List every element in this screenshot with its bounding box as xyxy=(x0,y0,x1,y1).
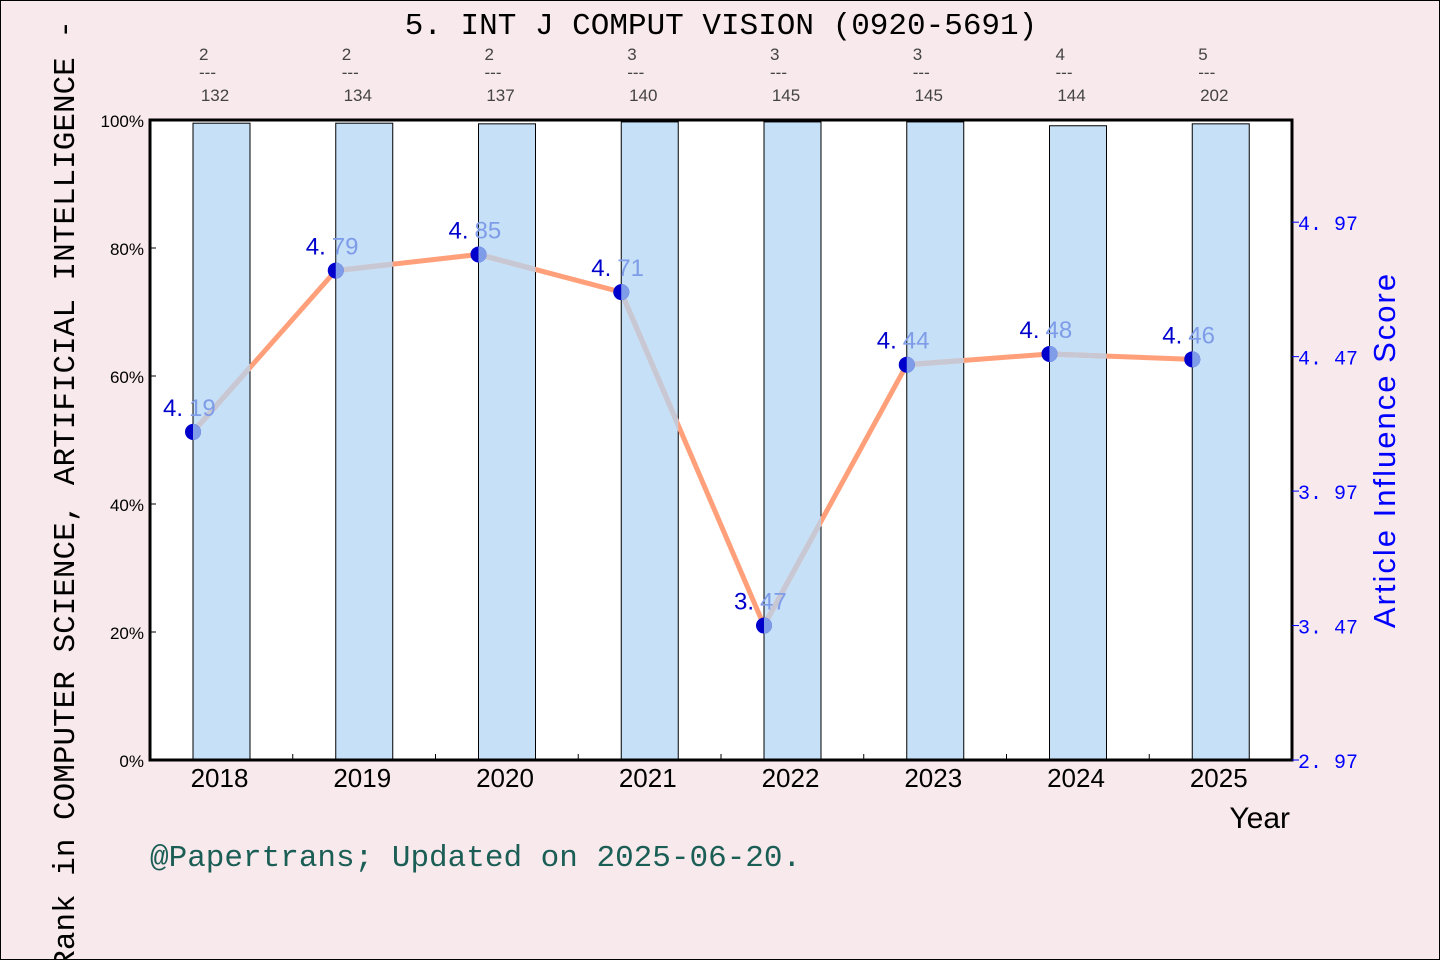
rank-separator: --- xyxy=(342,63,359,82)
bar-2018 xyxy=(192,122,251,761)
point-mark xyxy=(335,262,344,279)
point-mark xyxy=(1192,351,1201,368)
point-2025 xyxy=(1184,351,1201,368)
footer-credit: @Papertrans; Updated on 2025-06-20. xyxy=(150,841,801,876)
point-label: 4. 48 xyxy=(1020,317,1073,344)
point-mark: 4. xyxy=(163,395,183,422)
rank-total: 144 xyxy=(1057,86,1085,105)
right-axis-label: Article Influence Score xyxy=(1367,272,1402,628)
left-tick-label: 80% xyxy=(110,240,144,259)
point-2022 xyxy=(756,617,772,634)
bar-2019 xyxy=(335,122,394,761)
rank-separator: --- xyxy=(627,63,644,82)
rank-label: 3 xyxy=(770,45,779,64)
rank-total: 137 xyxy=(486,86,514,105)
rank-total: 140 xyxy=(629,86,657,105)
rank-label: 2 xyxy=(485,45,494,64)
left-tick-label: 20% xyxy=(110,624,144,643)
point-2021 xyxy=(613,284,630,301)
point-mark: 4. xyxy=(591,255,611,282)
point-label: 4. 46 xyxy=(1162,322,1215,349)
x-tick-label: 2024 xyxy=(1047,763,1105,793)
rank-label: 3 xyxy=(627,45,636,64)
point-2023 xyxy=(898,356,915,373)
rank-separator: --- xyxy=(1198,63,1215,82)
rank-separator: --- xyxy=(199,63,216,82)
point-label: 4. 79 xyxy=(306,234,359,261)
x-tick-label: 2018 xyxy=(191,763,249,793)
point-2024 xyxy=(1041,345,1058,362)
x-tick-label: 2025 xyxy=(1190,763,1248,793)
rank-label: 4 xyxy=(1056,45,1065,64)
x-tick-label: 2019 xyxy=(333,763,391,793)
right-tick-label: 3. 47 xyxy=(1298,618,1358,641)
bar-2023 xyxy=(906,121,965,761)
x-tick-label: 2021 xyxy=(619,763,677,793)
point-mark: 4. xyxy=(877,328,897,355)
right-tick-label: 2. 97 xyxy=(1298,752,1358,775)
chart-title: 5. INT J COMPUT VISION (0920-5691) xyxy=(405,9,1038,44)
point-mark: 46 xyxy=(1188,322,1215,349)
point-label: 3. 47 xyxy=(734,589,787,616)
rank-total: 145 xyxy=(915,86,943,105)
plot-area xyxy=(150,120,1292,760)
point-mark: 48 xyxy=(1046,317,1073,344)
rank-separator: --- xyxy=(770,63,787,82)
point-mark: 4. xyxy=(1020,317,1040,344)
point-2019 xyxy=(327,262,344,279)
left-tick-label: 60% xyxy=(110,368,144,387)
bar-2020 xyxy=(478,123,536,761)
point-mark: 44 xyxy=(903,328,930,355)
left-tick-label: 40% xyxy=(110,496,144,515)
rank-separator: --- xyxy=(485,63,502,82)
point-mark: 47 xyxy=(760,589,787,616)
point-mark: 71 xyxy=(617,255,644,282)
point-mark: 85 xyxy=(475,217,502,244)
point-mark xyxy=(621,284,630,301)
point-2020 xyxy=(470,246,487,263)
rank-total: 134 xyxy=(344,86,372,105)
x-tick-label: 2023 xyxy=(904,763,962,793)
left-tick-label: 0% xyxy=(119,752,144,771)
right-tick-label: 4. 47 xyxy=(1298,349,1358,372)
point-2018 xyxy=(185,423,201,440)
left-tick-label: 100% xyxy=(101,112,144,131)
x-axis-label: Year xyxy=(1229,802,1290,835)
bar-2024 xyxy=(1049,125,1107,761)
point-mark xyxy=(906,356,915,373)
point-mark: 79 xyxy=(332,234,359,261)
point-label: 4. 85 xyxy=(449,217,502,244)
rank-label: 5 xyxy=(1198,45,1207,64)
point-mark xyxy=(764,617,772,634)
point-label: 4. 71 xyxy=(591,255,644,282)
bar-2022 xyxy=(763,121,822,761)
point-mark: 19 xyxy=(189,395,216,422)
rank-label: 2 xyxy=(199,45,208,64)
point-mark xyxy=(193,423,201,440)
bar-2025 xyxy=(1191,123,1250,761)
right-tick-label: 4. 97 xyxy=(1298,214,1358,237)
right-tick-label: 3. 97 xyxy=(1298,483,1358,506)
rank-separator: --- xyxy=(913,63,930,82)
point-mark: 4. xyxy=(306,234,326,261)
point-label: 4. 19 xyxy=(163,395,216,422)
rank-total: 202 xyxy=(1200,86,1228,105)
point-mark: 3. xyxy=(734,589,754,616)
bar-2021 xyxy=(620,121,679,761)
rank-total: 132 xyxy=(201,86,229,105)
rank-total: 145 xyxy=(772,86,800,105)
point-mark: 4. xyxy=(1162,322,1182,349)
rank-label: 2 xyxy=(342,45,351,64)
point-mark xyxy=(1049,345,1058,362)
x-tick-label: 2020 xyxy=(476,763,534,793)
point-mark xyxy=(478,246,487,263)
point-mark: 4. xyxy=(449,217,469,244)
rank-separator: --- xyxy=(1056,63,1073,82)
left-axis-label: Rank in COMPUTER SCIENCE, ARTIFICIAL INT… xyxy=(49,20,84,960)
point-label: 4. 44 xyxy=(877,328,930,355)
rank-label: 3 xyxy=(913,45,922,64)
x-tick-label: 2022 xyxy=(762,763,820,793)
